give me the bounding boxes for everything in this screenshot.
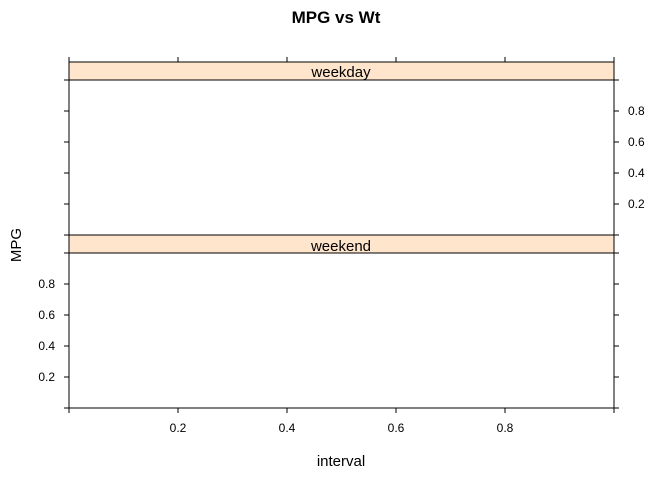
chart-title: MPG vs Wt [292,8,381,27]
y-tick-label-right: 0.2 [628,197,645,211]
x-tick-label: 0.4 [279,421,296,435]
strip-label-weekday: weekday [310,64,371,81]
y-tick-label-right: 0.8 [628,104,645,118]
y-tick-label-right: 0.4 [628,166,645,180]
panel-frame-weekend [68,252,615,409]
y-axis-label: MPG [8,228,25,262]
strip-label-weekend: weekend [310,238,371,255]
y-tick-label-left: 0.4 [38,339,55,353]
x-tick-label: 0.8 [497,421,514,435]
y-tick-label-left: 0.2 [38,370,55,384]
panel-weekend: weekend [68,234,615,409]
axis-ticks: 0.2 0.4 0.6 0.8 0.2 0.4 0.6 0.8 0.2 0.4 0.6 0.8 [38,57,645,435]
x-tick-label: 0.2 [170,421,187,435]
y-tick-label-right: 0.6 [628,135,645,149]
y-tick-label-left: 0.8 [38,277,55,291]
x-axis-label: interval [317,453,365,470]
panel-weekday: weekday [68,61,615,236]
x-tick-label: 0.6 [388,421,405,435]
panel-frame-weekday [68,79,615,236]
y-tick-label-left: 0.6 [38,308,55,322]
